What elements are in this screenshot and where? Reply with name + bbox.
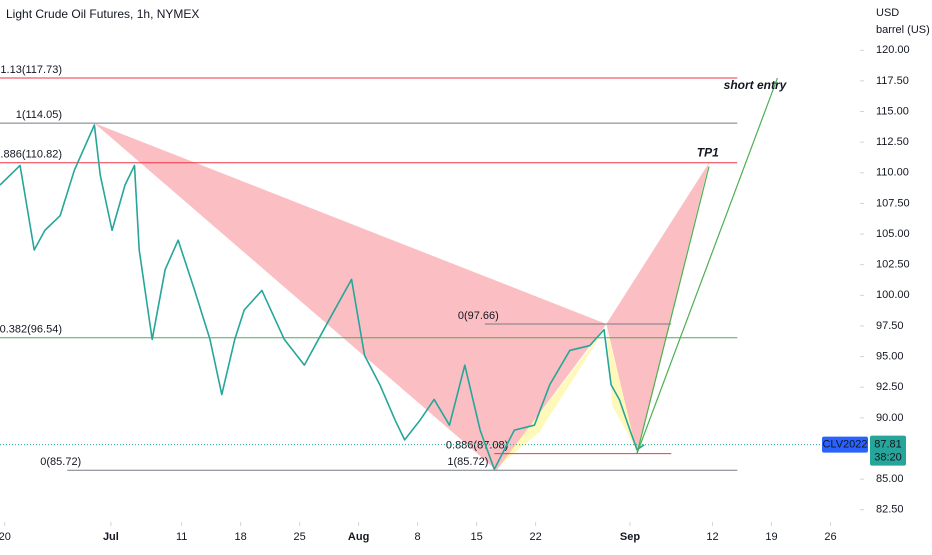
level-label: 0.886(87.08) [446,440,508,452]
annotation: TP1 [697,145,719,159]
x-tick-label: 20 [0,531,11,543]
axis-unit: USD [876,7,899,19]
level-label: 1.13(117.73) [0,64,62,76]
harmonic-pattern [94,123,607,471]
price-line [0,124,645,471]
y-tick-label: 102.50 [876,259,910,271]
y-tick-label: 107.50 [876,197,910,209]
x-tick-label: 12 [706,531,718,543]
y-tick-label: 105.00 [876,228,910,240]
countdown-label: 38:20 [874,452,902,464]
symbol-label: CLV2022 [822,439,867,451]
harmonic-pattern [606,327,638,451]
x-tick-label: Sep [620,531,640,543]
level-label: 0.886(110.82) [0,149,62,161]
x-tick-label: 25 [294,531,306,543]
y-tick-label: 100.00 [876,289,910,301]
y-tick-label: 97.50 [876,320,904,332]
x-tick-label: 18 [235,531,247,543]
projection-line [636,77,778,454]
plot-area: 1.13(117.73) 1(114.05) 0.886(110.82) 0.382(… [0,64,860,471]
x-tick-label: 15 [470,531,482,543]
x-tick-label: 11 [176,531,187,543]
x-tick-label: 19 [765,531,777,543]
y-tick-label: 120.00 [876,44,910,56]
y-tick-label: 112.50 [876,136,909,148]
symbol-badge [822,436,868,453]
x-tick-label: 22 [529,531,541,543]
axis-label: barrel (US) [876,24,930,36]
level-label: 0(97.66) [458,310,499,322]
y-tick-label: 82.50 [876,504,904,516]
annotation: short entry [724,78,788,92]
harmonic-pattern [497,327,607,467]
y-tick-label: 92.50 [876,381,904,393]
level-label: 1(114.05) [16,109,62,121]
price-badge [870,435,906,466]
projection-line [636,166,710,454]
x-tick-label: Aug [348,531,369,543]
y-tick-label: 117.50 [876,75,909,87]
chart-title: Light Crude Oil Futures, 1h, NYMEX [6,7,199,21]
level-label: 0.382(96.54) [0,324,62,336]
x-tick-label: Jul [103,531,119,543]
y-tick-label: 95.00 [876,350,904,362]
y-tick-label: 115.00 [876,105,909,117]
y-tick-label: 110.00 [876,167,909,179]
level-label: 0(85.72) [40,456,81,468]
y-tick-label: 90.00 [876,412,904,424]
x-tick-label: 26 [824,531,836,543]
x-tick-label: 8 [415,531,421,543]
price-label: 87.81 [874,439,902,451]
annotation: 1(85.72) [447,456,488,468]
harmonic-pattern [606,162,709,454]
y-tick-label: 85.00 [876,473,904,485]
